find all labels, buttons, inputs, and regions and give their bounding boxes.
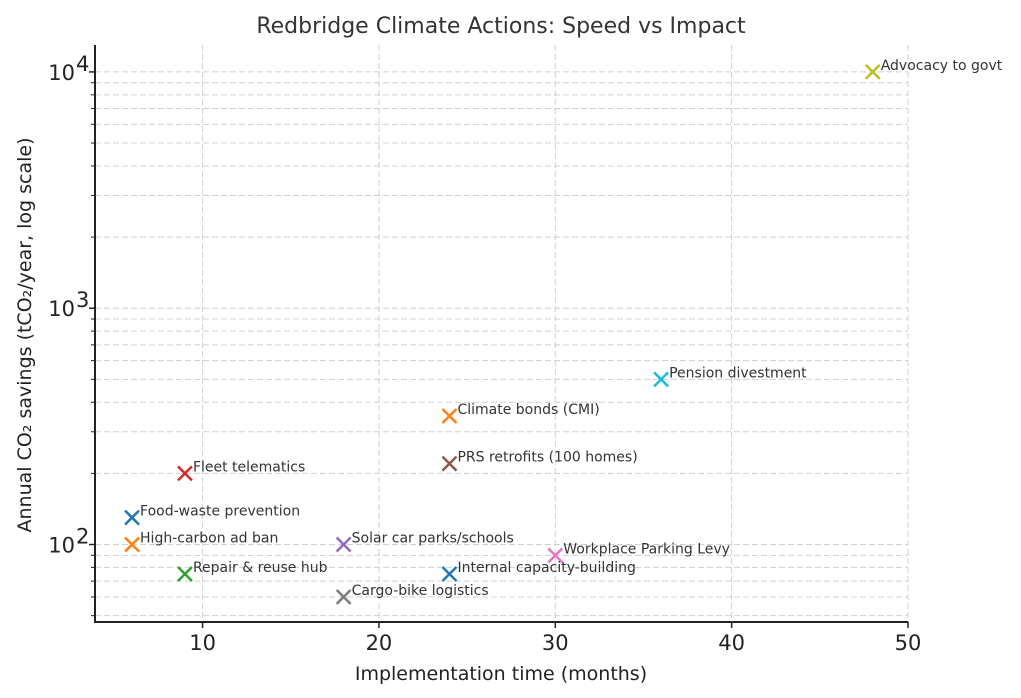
x-marker-stroke — [653, 371, 669, 388]
data-point: Climate bonds (CMI) — [441, 402, 600, 424]
point-label: Advocacy to govt — [881, 58, 1003, 74]
point-label: Internal capacity-building — [457, 560, 635, 576]
x-marker-stroke — [335, 589, 352, 605]
x-marker-stroke — [441, 566, 458, 582]
y-tick-label: 10 — [48, 61, 75, 85]
x-marker-stroke — [547, 547, 564, 564]
data-point: Advocacy to govt — [864, 58, 1003, 80]
point-label: Pension divestment — [669, 365, 807, 381]
x-tick-label: 50 — [895, 631, 922, 655]
x-marker-stroke — [177, 465, 193, 482]
data-point: Food-waste prevention — [124, 504, 300, 526]
axes — [94, 45, 908, 623]
point-label: PRS retrofits (100 homes) — [457, 450, 637, 466]
x-marker-stroke — [177, 566, 193, 582]
point-label: Repair & reuse hub — [193, 560, 328, 576]
point-label: Cargo-bike logistics — [352, 583, 489, 599]
point-label: Climate bonds (CMI) — [457, 402, 599, 418]
y-axis-label: Annual CO₂ savings (tCO₂/year, log scale… — [14, 137, 36, 532]
x-marker-stroke — [441, 455, 458, 472]
y-tick-label-exponent: 3 — [76, 288, 89, 312]
y-tick-label-exponent: 2 — [76, 525, 89, 549]
data-point: Cargo-bike logistics — [335, 583, 489, 605]
x-tick-label: 40 — [718, 631, 745, 655]
grid — [95, 45, 909, 622]
data-points: Food-waste prevention High-carbon ad ban R… — [124, 58, 1003, 605]
y-tick-label: 10 — [48, 534, 75, 558]
x-marker-stroke — [124, 536, 140, 553]
data-point: Workplace Parking Levy — [547, 541, 730, 564]
point-label: High-carbon ad ban — [140, 531, 278, 547]
data-point: Fleet telematics — [177, 459, 305, 482]
data-point: Repair & reuse hub — [177, 560, 328, 582]
y-tick-label: 10 — [48, 297, 75, 321]
y-tick-label-exponent: 4 — [76, 52, 89, 76]
point-label: Solar car parks/schools — [352, 531, 514, 547]
chart-title: Redbridge Climate Actions: Speed vs Impa… — [256, 14, 746, 39]
x-marker-stroke — [124, 509, 140, 526]
x-marker-stroke — [335, 536, 352, 553]
x-tick-label: 20 — [366, 631, 393, 655]
data-point: Solar car parks/schools — [335, 531, 514, 553]
data-point: Internal capacity-building — [441, 560, 636, 582]
x-axis-label: Implementation time (months) — [355, 663, 647, 685]
x-tick-label: 10 — [189, 631, 216, 655]
x-marker-stroke — [441, 408, 458, 424]
point-label: Workplace Parking Levy — [563, 541, 730, 557]
x-tick-label: 30 — [542, 631, 569, 655]
data-point: Pension divestment — [653, 365, 807, 388]
data-point: High-carbon ad ban — [124, 531, 278, 553]
point-label: Food-waste prevention — [140, 504, 300, 520]
x-marker-stroke — [864, 64, 881, 80]
point-label: Fleet telematics — [193, 459, 305, 475]
x-ticks: 10 20 30 40 50 — [189, 622, 921, 655]
data-point: PRS retrofits (100 homes) — [441, 450, 638, 472]
